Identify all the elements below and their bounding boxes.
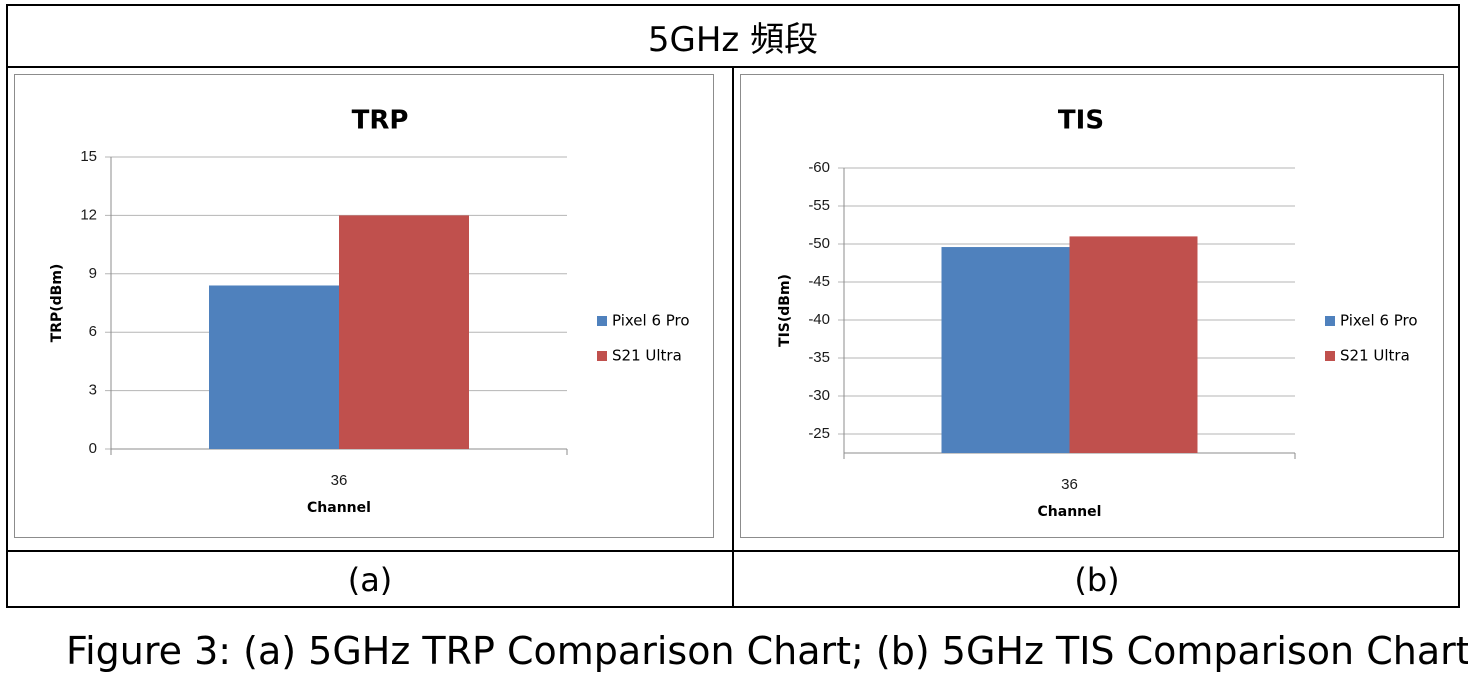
trp-y-axis-title: TRP(dBm) xyxy=(49,264,65,343)
trp-y-tick-label: 9 xyxy=(89,265,97,282)
trp-bar-pixel-6-pro xyxy=(209,285,339,449)
trp-y-tick-label: 15 xyxy=(80,148,97,165)
tis-chart-title: TIS xyxy=(1058,106,1104,136)
subfigure-label-b: (b) xyxy=(1074,561,1120,599)
trp-bar-s21-ultra xyxy=(339,215,469,449)
trp-y-tick-label: 12 xyxy=(80,206,97,223)
tis-y-tick-label: -25 xyxy=(808,425,830,442)
tis-y-tick-label: -35 xyxy=(808,349,830,366)
tis-bar-s21-ultra xyxy=(1069,236,1198,453)
tis-legend-swatch-s21-ultra xyxy=(1325,351,1335,361)
tis-y-tick-label: -55 xyxy=(808,197,830,214)
tis-x-axis-title: Channel xyxy=(1038,504,1102,520)
trp-chart-area: TRP 0 3 6 9 12 15 36 Channel TRP(dBm) Pixel 6 Pro S… xyxy=(14,74,714,538)
tis-chart-area: TIS -25 -30 -35 -40 -45 -50 -55 -60 36 Channel TIS(… xyxy=(740,74,1444,538)
trp-x-axis-title: Channel xyxy=(307,500,371,516)
trp-legend-swatch-s21-ultra xyxy=(597,351,607,361)
trp-legend-label: S21 Ultra xyxy=(612,347,682,365)
trp-chart-title: TRP xyxy=(352,106,409,136)
tis-bar-pixel-6-pro xyxy=(941,247,1070,453)
trp-y-tick-label: 3 xyxy=(89,382,97,399)
tis-y-axis-title: TIS(dBm) xyxy=(777,274,793,347)
tis-y-tick-label: -50 xyxy=(808,235,830,252)
tis-x-tick-label: 36 xyxy=(1061,476,1078,493)
label-row: (a) (b) xyxy=(8,550,1458,608)
tis-legend-swatch-pixel-6-pro xyxy=(1325,316,1335,326)
subfigure-label-a: (a) xyxy=(347,561,393,599)
tis-legend-label: Pixel 6 Pro xyxy=(1340,312,1418,330)
trp-x-tick-label: 36 xyxy=(331,472,348,489)
tis-y-tick-label: -60 xyxy=(808,159,830,176)
trp-y-tick-label: 0 xyxy=(89,440,97,457)
column-divider xyxy=(732,68,734,608)
tis-chart: TIS -25 -30 -35 -40 -45 -50 -55 -60 36 Channel TIS(… xyxy=(777,106,1418,521)
trp-legend-swatch-pixel-6-pro xyxy=(597,316,607,326)
tis-y-tick-label: -30 xyxy=(808,387,830,404)
tis-y-tick-label: -45 xyxy=(808,273,830,290)
tis-y-tick-label: -40 xyxy=(808,311,830,328)
figure-caption: Figure 3: (a) 5GHz TRP Comparison Chart;… xyxy=(66,629,1468,673)
table-header: 5GHz 頻段 xyxy=(8,6,1458,68)
trp-y-tick-label: 6 xyxy=(89,323,97,340)
trp-legend-label: Pixel 6 Pro xyxy=(612,312,690,330)
figure-table: 5GHz 頻段 (a) (b) xyxy=(6,4,1460,608)
tis-legend-label: S21 Ultra xyxy=(1340,347,1410,365)
band-title: 5GHz 頻段 xyxy=(647,19,819,60)
